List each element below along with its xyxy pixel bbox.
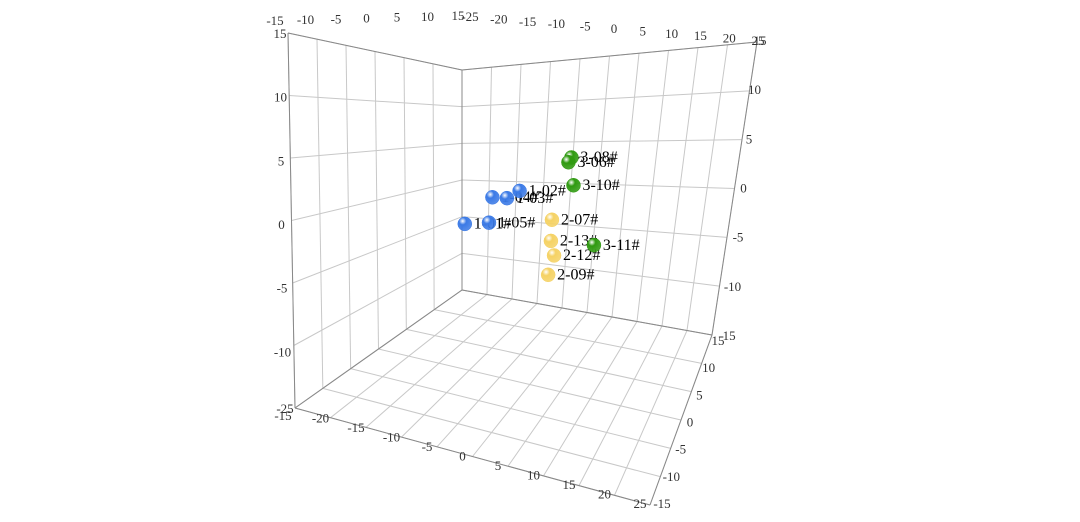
y-tick-label: 15	[452, 8, 465, 23]
y-tick-label: -15	[653, 496, 670, 511]
points: 1-01#1-05#1-04#1-03#1-02#2-07#2-13#2-12#…	[457, 149, 640, 283]
y-tick-label: -10	[663, 469, 680, 484]
edge	[461, 289, 713, 336]
y-tick-label: 10	[421, 9, 434, 24]
point	[481, 215, 497, 230]
point-label: 1-02#	[529, 183, 566, 200]
z-tick-label: -10	[274, 344, 291, 359]
x-tick-label: -20	[312, 410, 329, 425]
grid-line	[461, 139, 743, 144]
point	[485, 190, 500, 205]
grid-line	[291, 179, 463, 221]
x-tick-label: -10	[383, 429, 400, 444]
y-tick-label: 5	[696, 387, 703, 402]
point	[561, 154, 576, 170]
y-tick-label: 10	[702, 360, 715, 375]
edge	[287, 32, 463, 71]
grid-line	[434, 309, 702, 364]
y-tick-label: -5	[675, 442, 686, 457]
y-tick-label: 0	[687, 414, 694, 429]
grid-line	[322, 387, 661, 478]
z-tick-label: 5	[746, 131, 753, 146]
z-tick-label: 15	[754, 33, 767, 48]
point-label: 3-11#	[603, 237, 640, 254]
x-tick-label: -15	[519, 14, 536, 29]
x-tick-label: -10	[548, 16, 565, 31]
box-edges	[287, 32, 758, 506]
x-tick-label: 15	[563, 477, 576, 492]
point-label: 3-08#	[580, 149, 617, 166]
z-tick-label: 0	[740, 180, 747, 195]
edge	[294, 289, 463, 409]
x-tick-label: 20	[598, 486, 611, 501]
x-tick-label: 20	[723, 31, 736, 46]
x-tick-label: -25	[276, 401, 293, 416]
point	[546, 248, 562, 263]
y-tick-label: -10	[297, 12, 314, 27]
point	[544, 212, 560, 228]
z-tick-label: 10	[748, 82, 761, 97]
grid-line	[292, 216, 463, 284]
edge	[711, 41, 758, 336]
z-tick-label: 0	[278, 217, 285, 232]
point-label: 2-07#	[561, 211, 598, 228]
y-tick-label: 15	[712, 333, 725, 348]
z-tick-label: 10	[274, 90, 287, 105]
y-tick-label: 0	[363, 10, 370, 25]
edge	[294, 407, 651, 506]
z-tick-label: -15	[718, 328, 735, 343]
z-tick-label: -10	[724, 279, 741, 294]
x-tick-label: 0	[459, 448, 466, 463]
y-tick-label: -5	[331, 11, 342, 26]
x-tick-label: -25	[461, 9, 478, 24]
edge	[461, 41, 758, 71]
point	[540, 267, 556, 283]
grid-line	[406, 328, 692, 393]
edge	[649, 334, 713, 506]
point-label: 1-05#	[498, 214, 535, 231]
grid-line	[461, 90, 750, 108]
point-label: 3-10#	[582, 177, 619, 194]
point-label: 3-06#	[577, 154, 614, 171]
grid-line	[289, 95, 463, 108]
grid-line	[350, 368, 671, 449]
x-tick-label: 5	[495, 458, 502, 473]
x-tick-label: 10	[665, 26, 678, 41]
x-tick-label: -20	[490, 11, 507, 26]
point	[512, 183, 527, 199]
point-label: 2-09#	[557, 266, 594, 283]
point	[586, 237, 602, 253]
grid-line	[461, 216, 728, 238]
x-tick-label: -15	[347, 420, 364, 435]
z-tick-label: 15	[274, 26, 287, 41]
point	[499, 190, 515, 206]
x-tick-label: 5	[640, 23, 647, 38]
z-tick-label: -5	[733, 230, 744, 245]
point	[457, 216, 473, 232]
point	[543, 233, 559, 249]
y-tick-label: -15	[266, 13, 283, 28]
grid-line	[461, 179, 735, 189]
z-tick-label: -15	[274, 408, 291, 423]
x-tick-label: 0	[611, 21, 618, 36]
z-tick-label: 5	[278, 153, 285, 168]
x-tick-label: -5	[580, 19, 591, 34]
grid-line	[293, 252, 463, 346]
grid-line	[378, 348, 682, 421]
z-tick-label: -5	[277, 281, 288, 296]
y-tick-label: 5	[394, 10, 401, 25]
grid-line	[290, 142, 463, 159]
point	[566, 178, 581, 193]
x-tick-label: 25	[634, 496, 647, 511]
x-tick-label: -5	[422, 439, 433, 454]
x-tick-label: 25	[752, 33, 765, 48]
edge	[287, 32, 296, 409]
x-tick-label: 10	[527, 467, 540, 482]
x-tick-label: 15	[694, 28, 707, 43]
grid-line	[461, 252, 720, 287]
